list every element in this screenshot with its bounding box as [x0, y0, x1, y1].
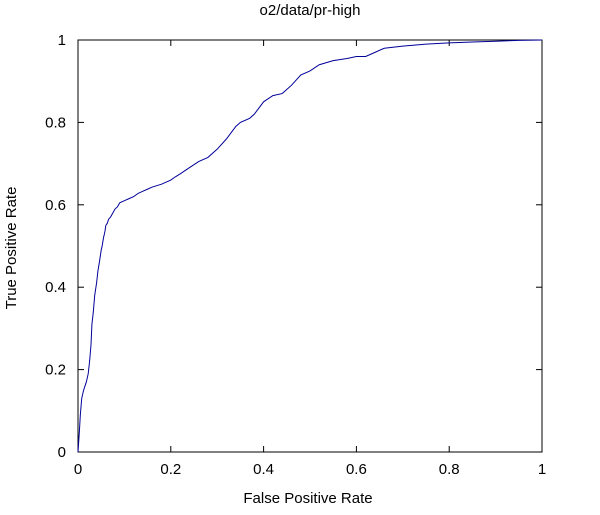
x-tick-label: 0.2 [160, 461, 181, 478]
y-axis-label: True Positive Rate [3, 187, 20, 310]
plot-frame [77, 39, 543, 453]
y-axis-ticks: 0 0.2 0.4 0.6 0.8 1 [45, 32, 542, 461]
x-tick-label: 0.6 [346, 461, 367, 478]
x-tick-label: 1 [538, 461, 546, 478]
y-tick-label: 1 [58, 32, 66, 49]
y-tick-label: 0.4 [45, 279, 66, 296]
x-tick-label: 0.4 [253, 461, 274, 478]
x-tick-label: 0 [74, 461, 82, 478]
chart-title: o2/data/pr-high [260, 2, 361, 19]
y-tick-label: 0.2 [45, 362, 66, 379]
y-tick-label: 0.8 [45, 114, 66, 131]
x-axis-ticks: 0 0.2 0.4 0.6 0.8 1 [74, 40, 546, 478]
x-tick-label: 0.8 [439, 461, 460, 478]
y-tick-label: 0.6 [45, 197, 66, 214]
roc-curve-line [77, 39, 543, 453]
x-axis-label: False Positive Rate [243, 490, 372, 507]
y-tick-label: 0 [58, 444, 66, 461]
